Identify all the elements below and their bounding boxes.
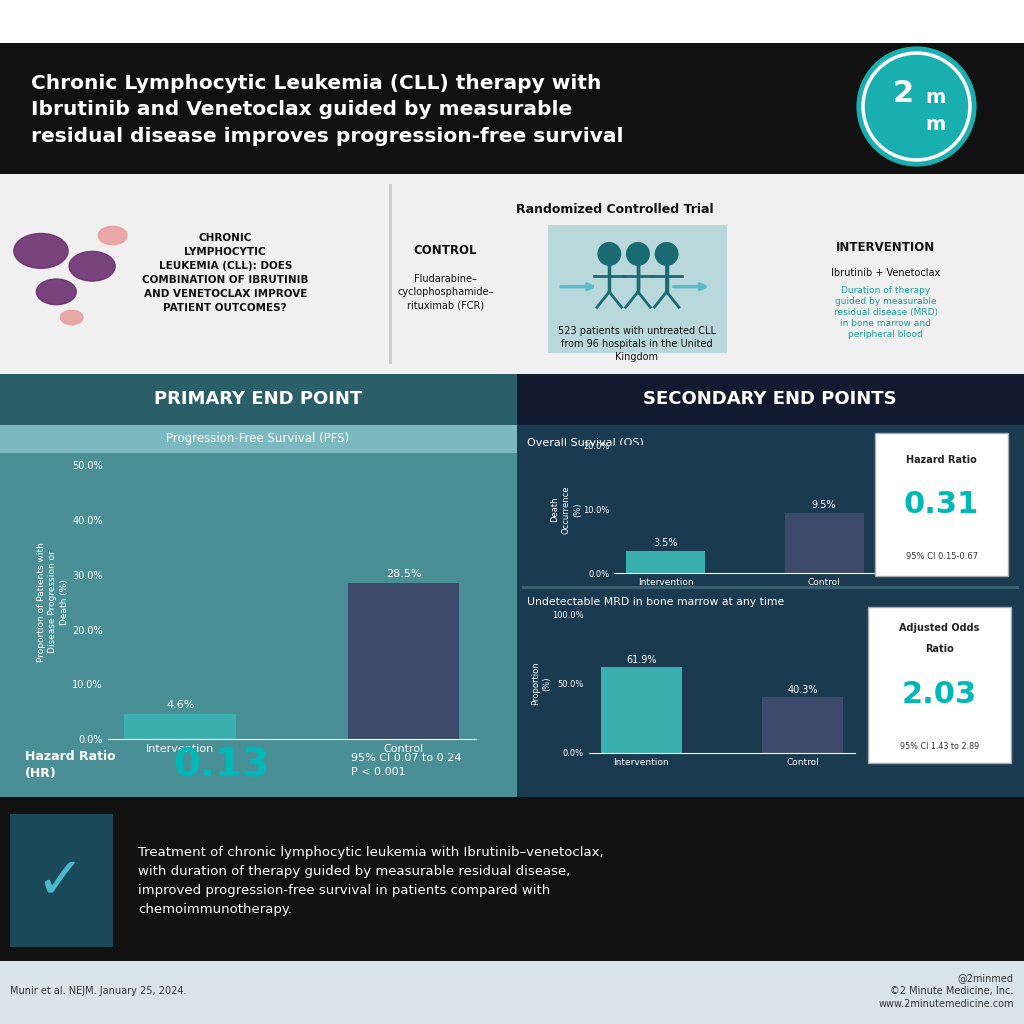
Text: PRIMARY END POINT: PRIMARY END POINT: [154, 390, 362, 409]
Text: |: |: [663, 266, 671, 291]
FancyBboxPatch shape: [548, 225, 727, 353]
Text: 3.5%: 3.5%: [653, 539, 678, 549]
FancyBboxPatch shape: [10, 814, 113, 947]
FancyBboxPatch shape: [517, 374, 1024, 799]
Text: Duration of therapy
guided by measurable
residual disease (MRD)
in bone marrow a: Duration of therapy guided by measurable…: [834, 286, 938, 339]
Text: Munir et al. NEJM. January 25, 2024.: Munir et al. NEJM. January 25, 2024.: [10, 986, 186, 996]
Text: Treatment of chronic lymphocytic leukemia with Ibrutinib–venetoclax,
with durati: Treatment of chronic lymphocytic leukemi…: [138, 846, 604, 915]
Text: 2.03: 2.03: [902, 680, 977, 710]
FancyBboxPatch shape: [0, 0, 1024, 46]
Text: Overall Survival (OS): Overall Survival (OS): [527, 437, 644, 447]
Bar: [348, 583, 460, 739]
Circle shape: [627, 243, 649, 265]
FancyBboxPatch shape: [517, 374, 1024, 425]
Text: Adjusted Odds: Adjusted Odds: [899, 624, 980, 634]
FancyBboxPatch shape: [0, 425, 517, 453]
Text: SECONDARY END POINTS: SECONDARY END POINTS: [643, 390, 897, 409]
Text: 4.6%: 4.6%: [166, 699, 195, 710]
FancyBboxPatch shape: [0, 961, 1024, 1024]
Text: ✓: ✓: [35, 852, 84, 909]
Text: 95% CI 1.43 to 2.89: 95% CI 1.43 to 2.89: [900, 742, 979, 751]
Text: 0.31: 0.31: [904, 489, 979, 519]
Text: 9.5%: 9.5%: [812, 500, 837, 510]
Y-axis label: Proportion of Patients with
Disease Progression or
Death (%): Proportion of Patients with Disease Prog…: [37, 542, 70, 663]
Text: Undetectable MRD in bone marrow at any time: Undetectable MRD in bone marrow at any t…: [527, 597, 784, 607]
Text: |: |: [633, 259, 643, 290]
Text: Hazard Ratio
(HR): Hazard Ratio (HR): [26, 751, 116, 780]
Text: Progression-Free Survival (PFS): Progression-Free Survival (PFS): [167, 432, 349, 444]
Y-axis label: Death
Occurrence
(%): Death Occurrence (%): [551, 485, 582, 534]
Text: 0.13: 0.13: [173, 746, 269, 784]
Text: CONTROL: CONTROL: [414, 245, 477, 257]
Ellipse shape: [14, 233, 68, 268]
Text: 95% CI 0.07 to 0.24
P < 0.001: 95% CI 0.07 to 0.24 P < 0.001: [351, 754, 462, 777]
FancyBboxPatch shape: [0, 797, 1024, 963]
Circle shape: [598, 243, 621, 265]
Bar: [627, 551, 706, 573]
FancyBboxPatch shape: [876, 433, 1008, 575]
Circle shape: [857, 47, 976, 166]
FancyBboxPatch shape: [0, 374, 517, 425]
FancyBboxPatch shape: [0, 174, 1024, 374]
Text: Fludarabine–
cyclophosphamide–
rituximab (FCR): Fludarabine– cyclophosphamide– rituximab…: [397, 273, 494, 310]
Text: 2: 2: [893, 79, 913, 108]
FancyBboxPatch shape: [868, 607, 1011, 763]
Bar: [762, 697, 843, 753]
Text: Ratio: Ratio: [925, 644, 954, 654]
Text: CHRONIC
LYMPHOCYTIC
LEUKEMIA (CLL): DOES
COMBINATION OF IBRUTINIB
AND VENETOCLAX: CHRONIC LYMPHOCYTIC LEUKEMIA (CLL): DOES…: [142, 233, 308, 313]
Bar: [784, 513, 863, 573]
Text: Hazard Ratio: Hazard Ratio: [906, 455, 977, 465]
Text: @2minmed
©2 Minute Medicine, Inc.
www.2minutemedicine.com: @2minmed ©2 Minute Medicine, Inc. www.2m…: [879, 973, 1014, 1010]
Text: Chronic Lymphocytic Leukemia (CLL) therapy with
Ibrutinib and Venetoclax guided : Chronic Lymphocytic Leukemia (CLL) thera…: [31, 74, 624, 145]
Text: 28.5%: 28.5%: [386, 568, 421, 579]
Text: Ibrutinib + Venetoclax: Ibrutinib + Venetoclax: [831, 268, 940, 279]
Y-axis label: Proportion
(%): Proportion (%): [530, 662, 551, 706]
Ellipse shape: [70, 251, 115, 281]
Text: m: m: [926, 116, 946, 134]
Text: Randomized Controlled Trial: Randomized Controlled Trial: [516, 204, 713, 216]
FancyBboxPatch shape: [0, 374, 517, 799]
FancyBboxPatch shape: [389, 184, 392, 364]
FancyBboxPatch shape: [522, 586, 1019, 589]
Text: m: m: [926, 88, 946, 106]
Circle shape: [655, 243, 678, 265]
Text: 95% CI 0.15-0.67: 95% CI 0.15-0.67: [905, 552, 978, 561]
Ellipse shape: [60, 310, 83, 325]
Bar: [124, 714, 236, 739]
Ellipse shape: [98, 226, 127, 245]
FancyBboxPatch shape: [0, 43, 1024, 174]
Text: 523 patients with untreated CLL
from 96 hospitals in the United
Kingdom: 523 patients with untreated CLL from 96 …: [558, 326, 716, 362]
Bar: [601, 667, 682, 753]
Text: INTERVENTION: INTERVENTION: [837, 242, 935, 254]
Text: 61.9%: 61.9%: [626, 655, 656, 665]
Text: |: |: [605, 266, 613, 291]
Text: 40.3%: 40.3%: [787, 685, 818, 695]
Ellipse shape: [37, 280, 76, 305]
